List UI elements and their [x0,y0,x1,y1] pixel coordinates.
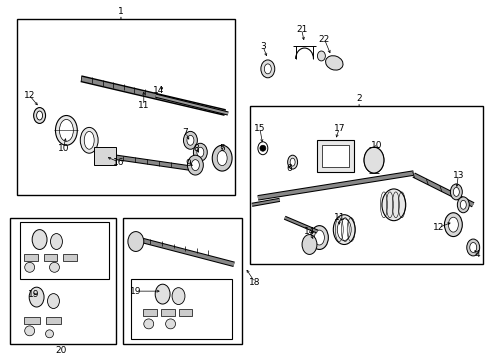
Ellipse shape [183,131,197,149]
Text: 10: 10 [370,141,382,150]
Text: 2: 2 [356,94,361,103]
Ellipse shape [193,143,207,161]
Ellipse shape [302,235,316,255]
Text: 11: 11 [333,213,345,222]
Text: 15: 15 [254,124,265,133]
Ellipse shape [314,230,324,245]
Text: 14: 14 [153,86,164,95]
Text: 16: 16 [113,158,124,167]
Ellipse shape [459,201,466,209]
Text: 10: 10 [58,144,69,153]
Bar [20,222,109,279]
Text: 9: 9 [185,159,191,168]
Ellipse shape [212,145,232,171]
Bar [322,145,348,167]
Ellipse shape [287,155,297,169]
Ellipse shape [32,230,47,249]
Text: 18: 18 [249,278,260,287]
Ellipse shape [381,189,405,221]
Ellipse shape [289,158,294,166]
Ellipse shape [333,215,354,244]
Ellipse shape [444,213,461,237]
Bar [131,279,232,339]
Ellipse shape [37,111,42,120]
Ellipse shape [325,56,342,70]
Bar [24,255,38,261]
Text: 4: 4 [473,250,479,259]
Ellipse shape [469,243,476,252]
Ellipse shape [317,51,325,61]
Text: 20: 20 [56,346,67,355]
Circle shape [165,319,175,329]
Bar [142,309,156,316]
Ellipse shape [364,147,383,173]
Ellipse shape [187,155,203,175]
Circle shape [143,319,153,329]
Ellipse shape [310,226,327,249]
Ellipse shape [186,135,194,145]
Circle shape [45,330,53,338]
Bar [43,255,57,261]
Text: 19: 19 [130,287,142,296]
Bar [161,309,174,316]
Text: 8: 8 [193,144,199,153]
Text: 12: 12 [432,223,443,232]
Ellipse shape [264,64,271,74]
Circle shape [25,326,35,336]
Bar [94,147,116,165]
Ellipse shape [60,120,73,141]
Ellipse shape [260,60,274,78]
Ellipse shape [452,188,458,196]
Text: 11: 11 [138,101,149,110]
Ellipse shape [257,142,267,155]
Text: 5: 5 [219,144,224,153]
Text: 7: 7 [182,128,188,137]
Text: 14: 14 [303,227,315,236]
Bar [45,317,61,324]
Ellipse shape [55,116,77,145]
Circle shape [25,262,35,272]
Ellipse shape [447,217,457,232]
Ellipse shape [47,294,60,309]
Ellipse shape [466,239,479,256]
Text: 1: 1 [118,7,123,16]
Text: 22: 22 [318,35,329,44]
Text: 21: 21 [295,25,306,34]
Ellipse shape [80,127,98,153]
Bar [249,105,482,264]
Text: 17: 17 [333,124,345,133]
Bar [24,317,40,324]
Bar [122,218,242,344]
Ellipse shape [84,131,94,149]
Ellipse shape [155,284,170,304]
Ellipse shape [128,231,143,251]
Ellipse shape [217,151,226,166]
Text: 6: 6 [286,163,292,172]
Text: 12: 12 [24,91,35,100]
Circle shape [49,262,60,272]
Text: 13: 13 [452,171,463,180]
Ellipse shape [449,184,461,200]
Ellipse shape [197,147,203,157]
Ellipse shape [337,219,350,240]
Ellipse shape [34,108,45,123]
Bar [10,218,116,344]
Ellipse shape [172,288,184,305]
Bar [178,309,192,316]
Ellipse shape [191,159,199,171]
Ellipse shape [456,197,468,213]
Circle shape [259,145,265,151]
Text: 3: 3 [260,41,265,50]
Bar [63,255,77,261]
Text: 19: 19 [28,289,40,298]
Ellipse shape [50,234,62,249]
Bar [317,140,353,172]
Ellipse shape [29,287,44,307]
Bar [17,19,235,195]
